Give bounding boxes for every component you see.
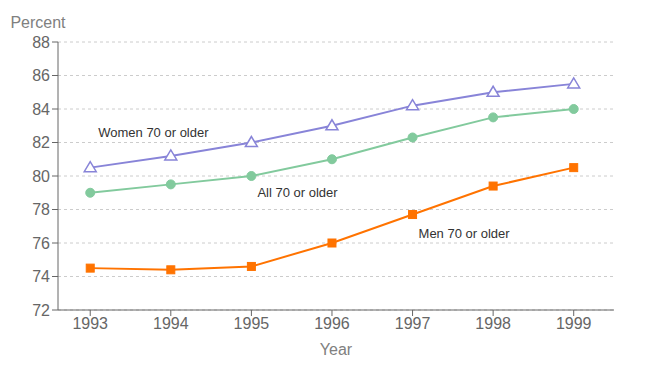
svg-text:1995: 1995 bbox=[234, 315, 270, 332]
svg-text:88: 88 bbox=[32, 34, 50, 51]
svg-text:1997: 1997 bbox=[395, 315, 431, 332]
svg-text:82: 82 bbox=[32, 134, 50, 151]
svg-text:1996: 1996 bbox=[314, 315, 350, 332]
svg-text:1998: 1998 bbox=[475, 315, 511, 332]
svg-text:72: 72 bbox=[32, 302, 50, 319]
svg-text:86: 86 bbox=[32, 67, 50, 84]
svg-text:Percent: Percent bbox=[10, 14, 66, 31]
svg-text:All 70 or older: All 70 or older bbox=[257, 185, 338, 200]
svg-text:76: 76 bbox=[32, 235, 50, 252]
svg-text:1999: 1999 bbox=[556, 315, 592, 332]
svg-text:1994: 1994 bbox=[153, 315, 189, 332]
svg-text:Women 70 or older: Women 70 or older bbox=[98, 125, 209, 140]
svg-text:84: 84 bbox=[32, 101, 50, 118]
svg-text:74: 74 bbox=[32, 268, 50, 285]
svg-text:78: 78 bbox=[32, 201, 50, 218]
svg-text:Year: Year bbox=[320, 341, 353, 358]
svg-text:1993: 1993 bbox=[72, 315, 108, 332]
svg-text:80: 80 bbox=[32, 168, 50, 185]
svg-text:Men 70 or older: Men 70 or older bbox=[419, 226, 511, 241]
